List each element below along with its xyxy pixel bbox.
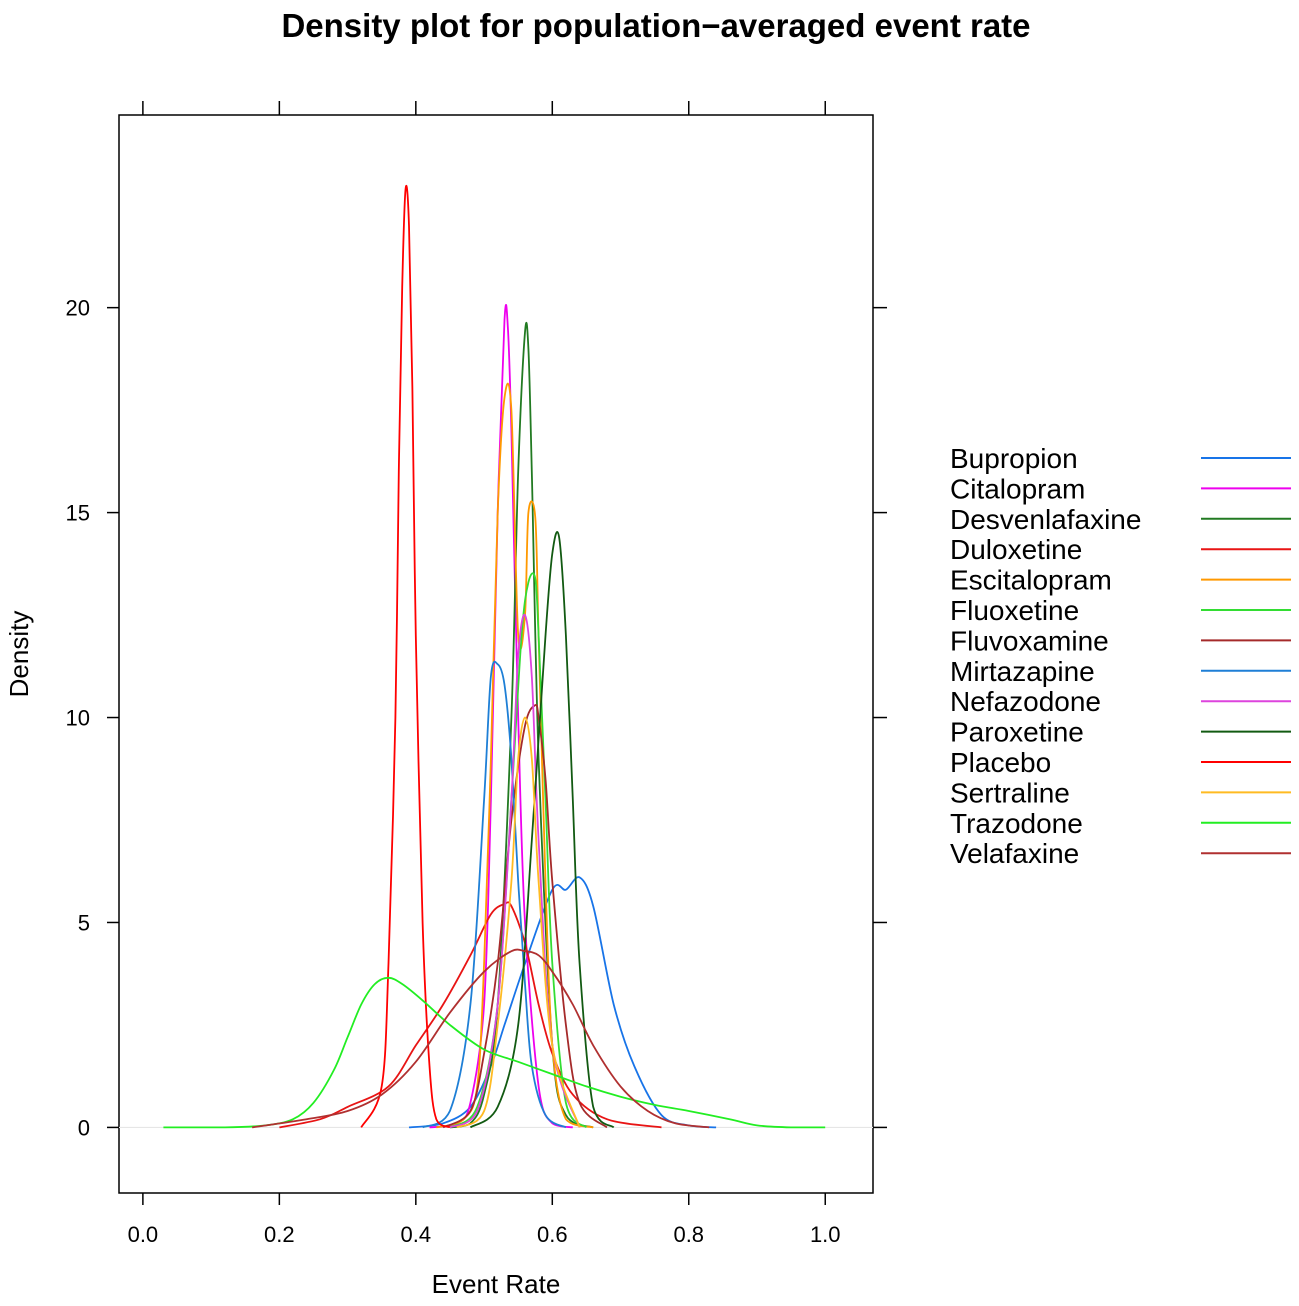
legend-label: Velafaxine bbox=[950, 838, 1079, 869]
y-tick-label: 10 bbox=[66, 706, 90, 731]
legend-label: Mirtazapine bbox=[950, 656, 1095, 687]
series-line-paroxetine bbox=[469, 531, 615, 1129]
series-line-mirtazapine bbox=[422, 660, 567, 1129]
x-tick-label: 0.4 bbox=[401, 1222, 432, 1247]
chart-title: Density plot for population−averaged eve… bbox=[281, 7, 1030, 44]
series-line-fluvoxamine bbox=[442, 703, 608, 1129]
legend-label: Placebo bbox=[950, 747, 1051, 778]
y-axis-title: Density bbox=[4, 611, 34, 698]
y-axis: 0 5 10 15 20 bbox=[66, 296, 887, 1140]
series-line-trazodone bbox=[163, 976, 826, 1129]
x-tick-label: 0.2 bbox=[264, 1222, 295, 1247]
x-tick-label: 0.8 bbox=[673, 1222, 704, 1247]
x-tick-label: 0.6 bbox=[537, 1222, 568, 1247]
x-axis-title: Event Rate bbox=[432, 1269, 561, 1299]
series-line-placebo bbox=[360, 184, 451, 1129]
legend-label: Fluvoxamine bbox=[950, 625, 1109, 656]
series-line-velafaxine bbox=[251, 948, 710, 1129]
x-tick-label: 1.0 bbox=[810, 1222, 841, 1247]
legend: BupropionCitalopramDesvenlafaxineDuloxet… bbox=[950, 443, 1291, 869]
x-axis: 0.0 0.2 0.4 0.6 0.8 1.0 bbox=[128, 101, 841, 1247]
series-line-escitalopram bbox=[436, 382, 594, 1129]
series-line-bupropion bbox=[408, 876, 717, 1129]
legend-label: Desvenlafaxine bbox=[950, 504, 1141, 535]
y-tick-label: 15 bbox=[66, 501, 90, 526]
legend-label: Nefazodone bbox=[950, 686, 1101, 717]
x-tick-label: 0.0 bbox=[128, 1222, 159, 1247]
series-line-citalopram bbox=[429, 304, 573, 1129]
series-lines bbox=[163, 184, 826, 1129]
series-line-sertraline bbox=[456, 716, 581, 1129]
plot-area bbox=[118, 114, 874, 1194]
legend-label: Trazodone bbox=[950, 808, 1083, 839]
legend-label: Paroxetine bbox=[950, 717, 1084, 748]
legend-label: Fluoxetine bbox=[950, 595, 1079, 626]
legend-label: Escitalopram bbox=[950, 565, 1112, 596]
legend-label: Citalopram bbox=[950, 473, 1085, 504]
legend-label: Bupropion bbox=[950, 443, 1078, 474]
legend-label: Duloxetine bbox=[950, 534, 1082, 565]
y-tick-label: 0 bbox=[78, 1115, 90, 1140]
legend-label: Sertraline bbox=[950, 777, 1070, 808]
y-tick-label: 20 bbox=[66, 296, 90, 321]
y-tick-label: 5 bbox=[78, 910, 90, 935]
series-line-duloxetine bbox=[279, 901, 662, 1129]
